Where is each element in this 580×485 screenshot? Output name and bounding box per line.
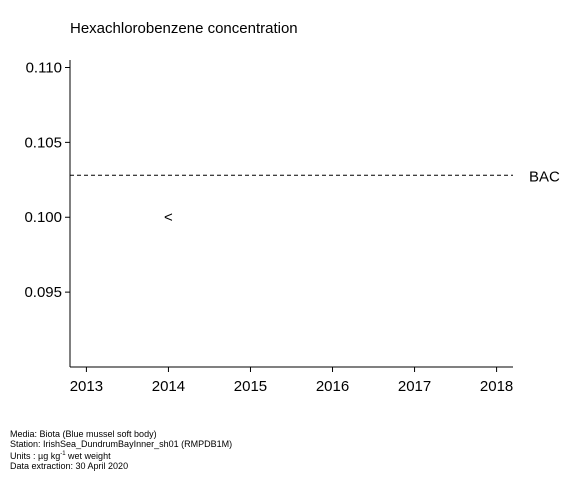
x-tick-label: 2018	[480, 378, 513, 395]
footer-extraction: Data extraction: 30 April 2020	[10, 461, 129, 471]
data-points: <	[164, 209, 173, 226]
x-tick-label: 2015	[234, 378, 267, 395]
y-tick-label: 0.100	[24, 209, 62, 226]
y-axis: 0.095 0.100 0.105 0.110	[24, 59, 71, 367]
chart-title: Hexachlorobenzene concentration	[70, 20, 298, 37]
x-tick-label: 2016	[316, 378, 349, 395]
footer-units-suffix: wet weight	[65, 451, 111, 461]
reference-lines: BAC	[70, 168, 560, 185]
y-tick-label: 0.095	[24, 284, 62, 301]
footer-station: Station: IrishSea_DundrumBayInner_sh01 (…	[10, 439, 233, 449]
x-tick-label: 2013	[70, 378, 103, 395]
footer-units-prefix: Units : µg kg	[10, 451, 61, 461]
x-axis: 2013 2014 2015 2016 2017 2018	[70, 366, 513, 395]
y-tick-label: 0.110	[26, 59, 62, 76]
reference-line-label: BAC	[529, 168, 560, 185]
footer-units: Units : µg kg-1 wet weight	[10, 449, 232, 461]
chart-footer: Media: Biota (Blue mussel soft body) Sta…	[10, 429, 232, 471]
footer-media: Media: Biota (Blue mussel soft body)	[10, 429, 157, 439]
y-tick-label: 0.105	[24, 134, 62, 151]
x-tick-label: 2017	[398, 378, 431, 395]
footer-units-exponent: -1	[60, 451, 66, 457]
data-point: <	[164, 209, 173, 226]
x-tick-label: 2014	[152, 378, 185, 395]
